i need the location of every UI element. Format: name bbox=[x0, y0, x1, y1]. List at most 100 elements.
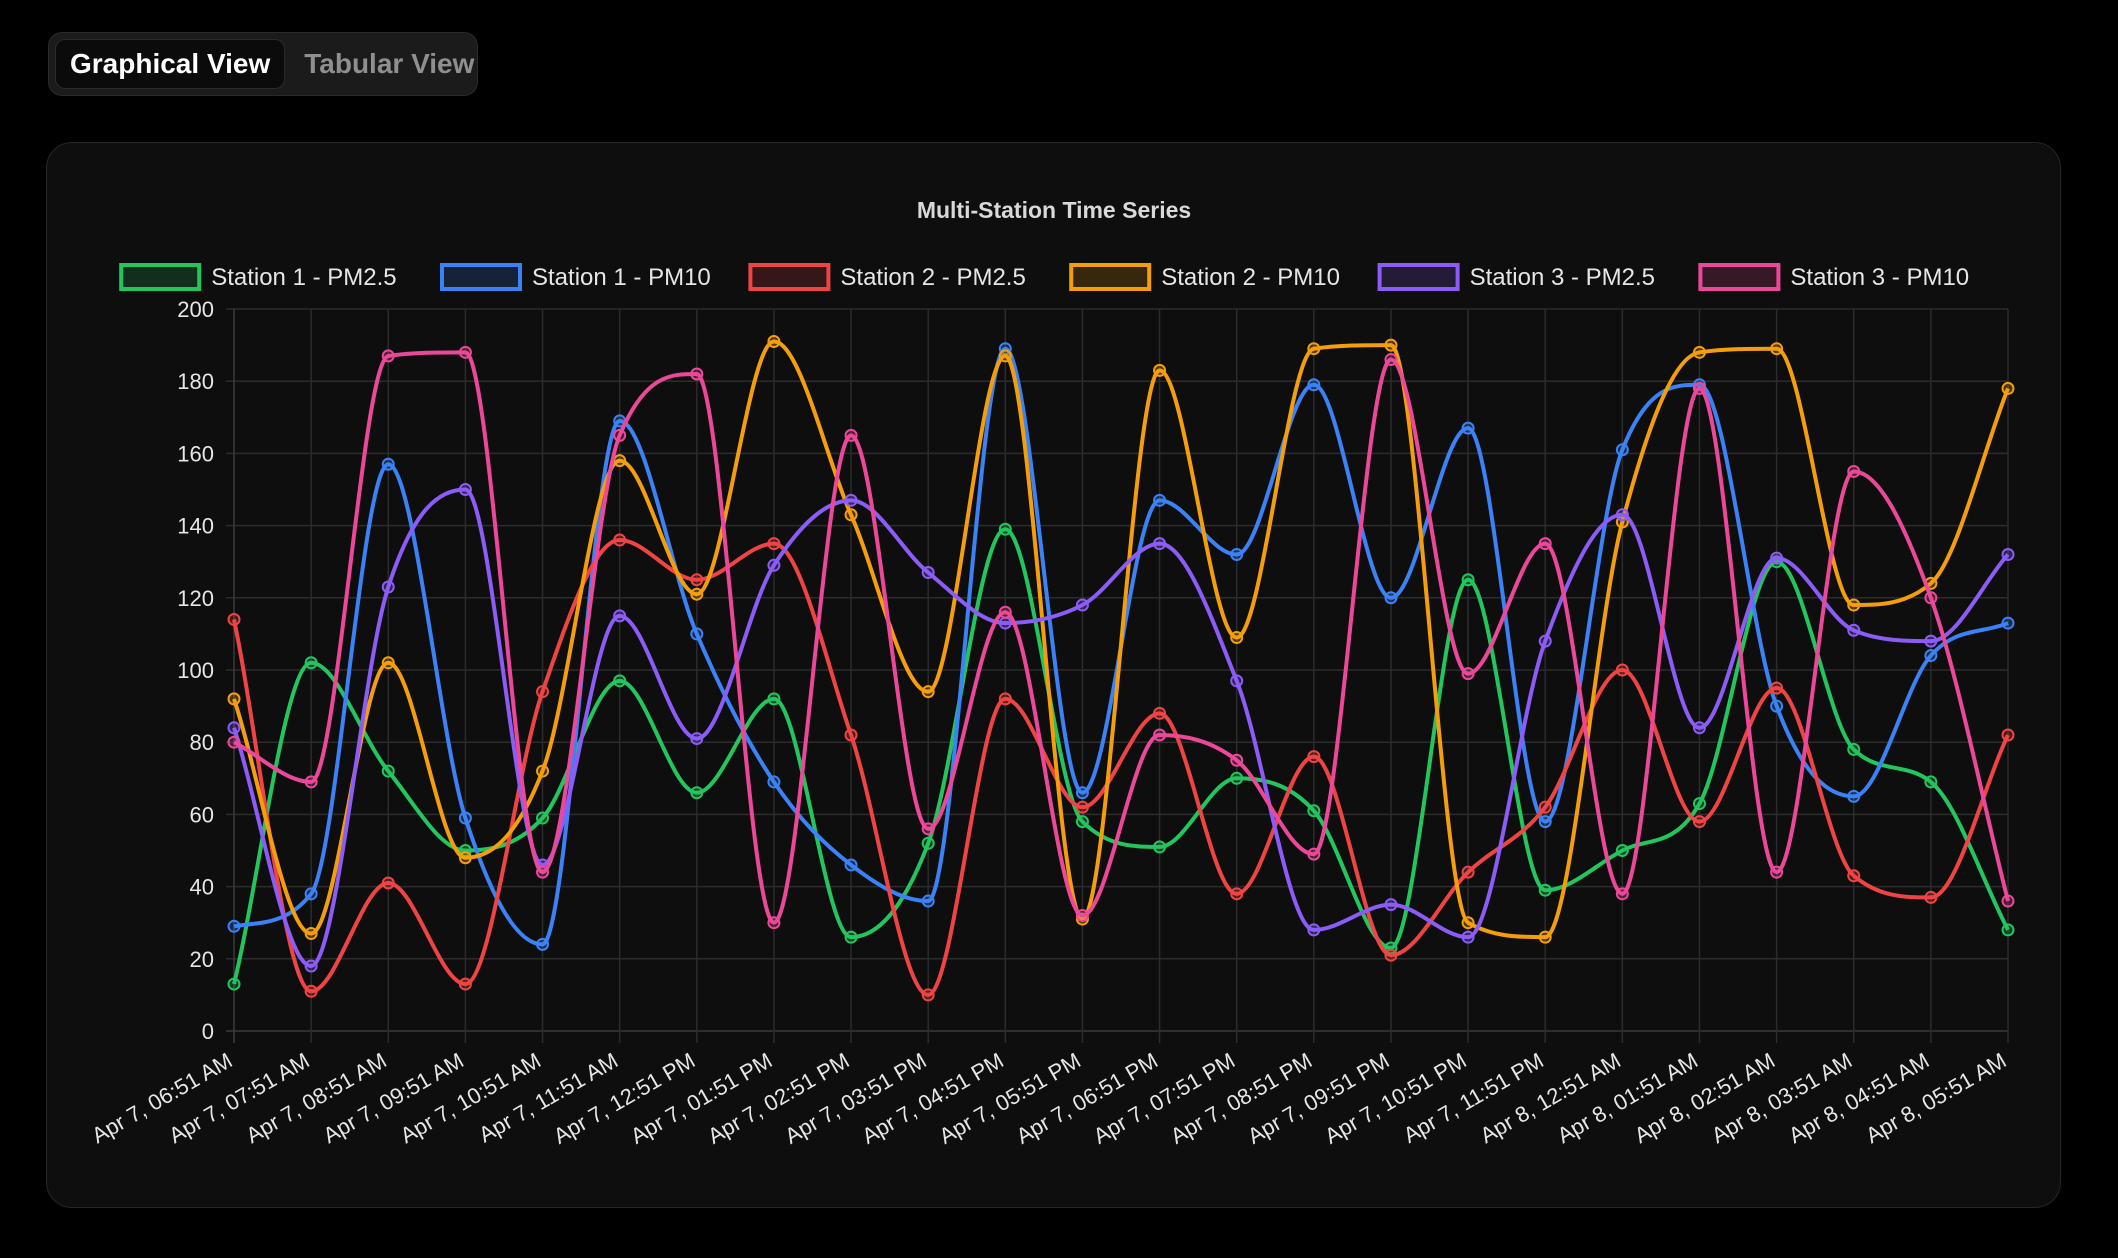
data-point[interactable] bbox=[536, 811, 550, 825]
data-point[interactable] bbox=[1847, 869, 1861, 883]
data-point[interactable] bbox=[304, 775, 318, 789]
data-point[interactable] bbox=[998, 605, 1012, 619]
data-point[interactable] bbox=[1075, 786, 1089, 800]
data-point[interactable] bbox=[1307, 923, 1321, 937]
data-point[interactable] bbox=[1230, 771, 1244, 785]
data-point[interactable] bbox=[1692, 797, 1706, 811]
data-point[interactable] bbox=[1307, 750, 1321, 764]
data-point[interactable] bbox=[767, 537, 781, 551]
data-point[interactable] bbox=[1230, 753, 1244, 767]
data-point[interactable] bbox=[304, 927, 318, 941]
data-point[interactable] bbox=[227, 919, 241, 933]
data-point[interactable] bbox=[1615, 663, 1629, 677]
data-point[interactable] bbox=[381, 876, 395, 890]
data-point[interactable] bbox=[1615, 443, 1629, 457]
data-point[interactable] bbox=[921, 822, 935, 836]
data-point[interactable] bbox=[1153, 706, 1167, 720]
data-point[interactable] bbox=[1538, 930, 1552, 944]
data-point[interactable] bbox=[381, 764, 395, 778]
data-point[interactable] bbox=[227, 721, 241, 735]
data-point[interactable] bbox=[536, 685, 550, 699]
data-point[interactable] bbox=[1692, 721, 1706, 735]
data-point[interactable] bbox=[1461, 865, 1475, 879]
data-point[interactable] bbox=[1770, 551, 1784, 565]
data-point[interactable] bbox=[844, 728, 858, 742]
data-point[interactable] bbox=[613, 533, 627, 547]
data-point[interactable] bbox=[921, 894, 935, 908]
data-point[interactable] bbox=[1538, 800, 1552, 814]
data-point[interactable] bbox=[2001, 616, 2015, 630]
data-point[interactable] bbox=[381, 457, 395, 471]
data-point[interactable] bbox=[998, 616, 1012, 630]
data-point[interactable] bbox=[1230, 887, 1244, 901]
data-point[interactable] bbox=[1538, 815, 1552, 829]
data-point[interactable] bbox=[1847, 742, 1861, 756]
data-point[interactable] bbox=[1847, 464, 1861, 478]
data-point[interactable] bbox=[458, 851, 472, 865]
data-point[interactable] bbox=[1770, 699, 1784, 713]
data-point[interactable] bbox=[690, 732, 704, 746]
data-point[interactable] bbox=[1615, 844, 1629, 857]
data-point[interactable] bbox=[536, 865, 550, 879]
data-point[interactable] bbox=[1153, 363, 1167, 377]
graphical-view-tab[interactable]: Graphical View bbox=[55, 39, 286, 89]
data-point[interactable] bbox=[1924, 634, 1938, 648]
data-point[interactable] bbox=[536, 764, 550, 778]
data-point[interactable] bbox=[1384, 948, 1398, 962]
data-point[interactable] bbox=[613, 454, 627, 468]
data-point[interactable] bbox=[767, 558, 781, 572]
data-point[interactable] bbox=[1384, 591, 1398, 605]
data-point[interactable] bbox=[1924, 649, 1938, 663]
data-point[interactable] bbox=[613, 428, 627, 442]
data-point[interactable] bbox=[998, 692, 1012, 706]
data-point[interactable] bbox=[1153, 493, 1167, 507]
data-point[interactable] bbox=[2001, 923, 2015, 937]
data-point[interactable] bbox=[1153, 537, 1167, 551]
data-point[interactable] bbox=[1770, 342, 1784, 356]
data-point[interactable] bbox=[1075, 908, 1089, 922]
data-point[interactable] bbox=[1615, 887, 1629, 901]
tabular-view-tab[interactable]: Tabular View bbox=[304, 48, 475, 79]
data-point[interactable] bbox=[690, 573, 704, 587]
data-point[interactable] bbox=[844, 858, 858, 872]
data-point[interactable] bbox=[1924, 890, 1938, 904]
data-point[interactable] bbox=[1538, 634, 1552, 648]
data-point[interactable] bbox=[767, 334, 781, 348]
data-point[interactable] bbox=[1075, 815, 1089, 829]
data-point[interactable] bbox=[1307, 342, 1321, 356]
data-point[interactable] bbox=[1847, 789, 1861, 803]
data-point[interactable] bbox=[690, 587, 704, 601]
data-point[interactable] bbox=[921, 566, 935, 580]
data-point[interactable] bbox=[844, 493, 858, 507]
data-point[interactable] bbox=[1692, 345, 1706, 359]
data-point[interactable] bbox=[458, 483, 472, 496]
data-point[interactable] bbox=[1307, 804, 1321, 818]
data-point[interactable] bbox=[1384, 898, 1398, 912]
data-point[interactable] bbox=[767, 692, 781, 706]
data-point[interactable] bbox=[1924, 591, 1938, 605]
data-point[interactable] bbox=[921, 988, 935, 1002]
data-point[interactable] bbox=[767, 916, 781, 930]
data-point[interactable] bbox=[998, 522, 1012, 536]
data-point[interactable] bbox=[2001, 547, 2015, 561]
data-point[interactable] bbox=[304, 887, 318, 901]
data-point[interactable] bbox=[1461, 421, 1475, 435]
data-point[interactable] bbox=[1538, 883, 1552, 897]
data-point[interactable] bbox=[1692, 381, 1706, 395]
data-point[interactable] bbox=[1307, 847, 1321, 861]
data-point[interactable] bbox=[844, 508, 858, 522]
data-point[interactable] bbox=[227, 977, 241, 991]
data-point[interactable] bbox=[1692, 815, 1706, 829]
data-point[interactable] bbox=[690, 627, 704, 641]
data-point[interactable] bbox=[767, 775, 781, 789]
data-point[interactable] bbox=[227, 735, 241, 749]
data-point[interactable] bbox=[1461, 916, 1475, 930]
data-point[interactable] bbox=[690, 367, 704, 381]
data-point[interactable] bbox=[1461, 573, 1475, 587]
data-point[interactable] bbox=[844, 930, 858, 944]
data-point[interactable] bbox=[1384, 353, 1398, 367]
data-point[interactable] bbox=[998, 349, 1012, 363]
data-point[interactable] bbox=[1847, 598, 1861, 612]
data-point[interactable] bbox=[1770, 865, 1784, 879]
data-point[interactable] bbox=[1461, 930, 1475, 944]
